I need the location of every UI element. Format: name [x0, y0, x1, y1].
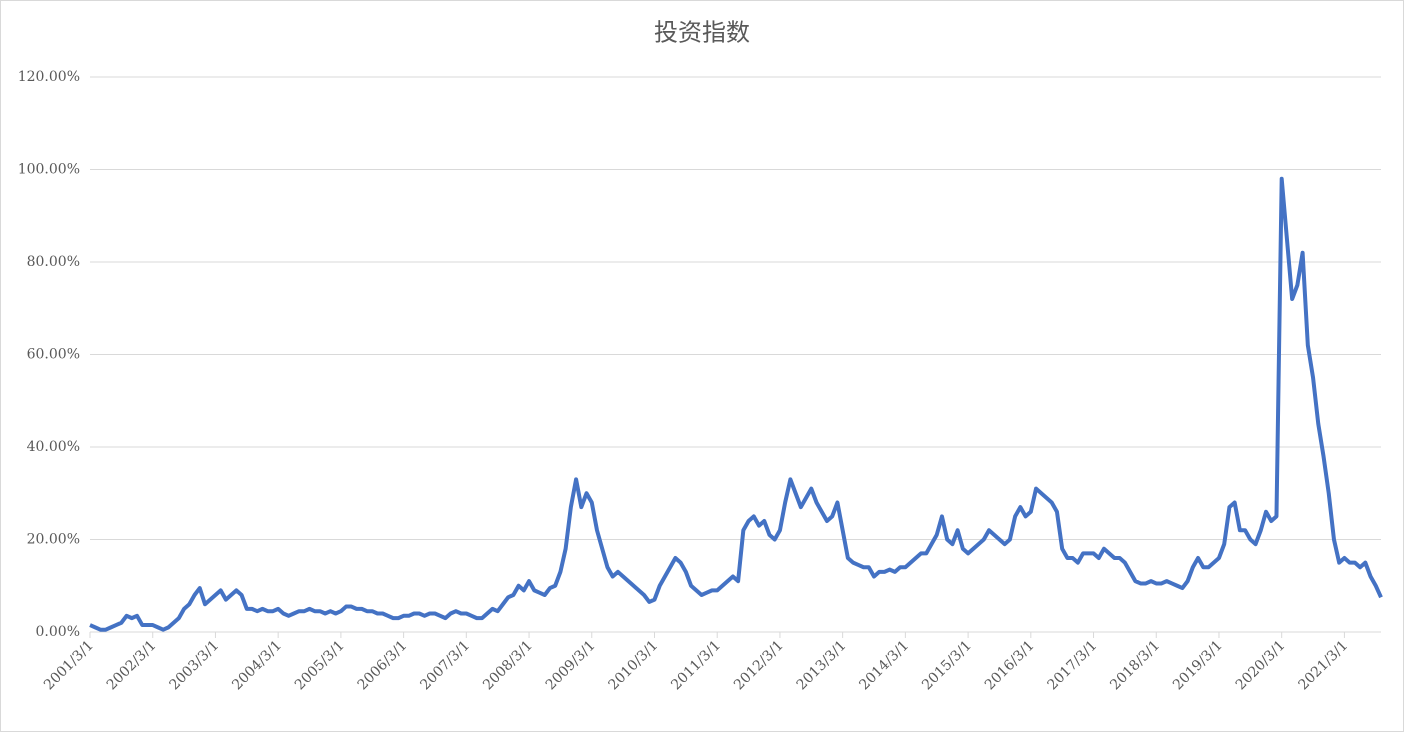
- chart-title: 投资指数: [654, 19, 750, 47]
- y-tick-label: 120.00%: [18, 69, 80, 85]
- y-tick-label: 0.00%: [36, 624, 80, 640]
- y-tick-label: 60.00%: [27, 347, 80, 363]
- series-line: [89, 176, 1383, 632]
- y-tick-label: 20.00%: [27, 532, 80, 548]
- y-tick-label: 40.00%: [27, 439, 80, 455]
- y-tick-label: 80.00%: [27, 254, 80, 270]
- y-tick-label: 100.00%: [18, 162, 80, 178]
